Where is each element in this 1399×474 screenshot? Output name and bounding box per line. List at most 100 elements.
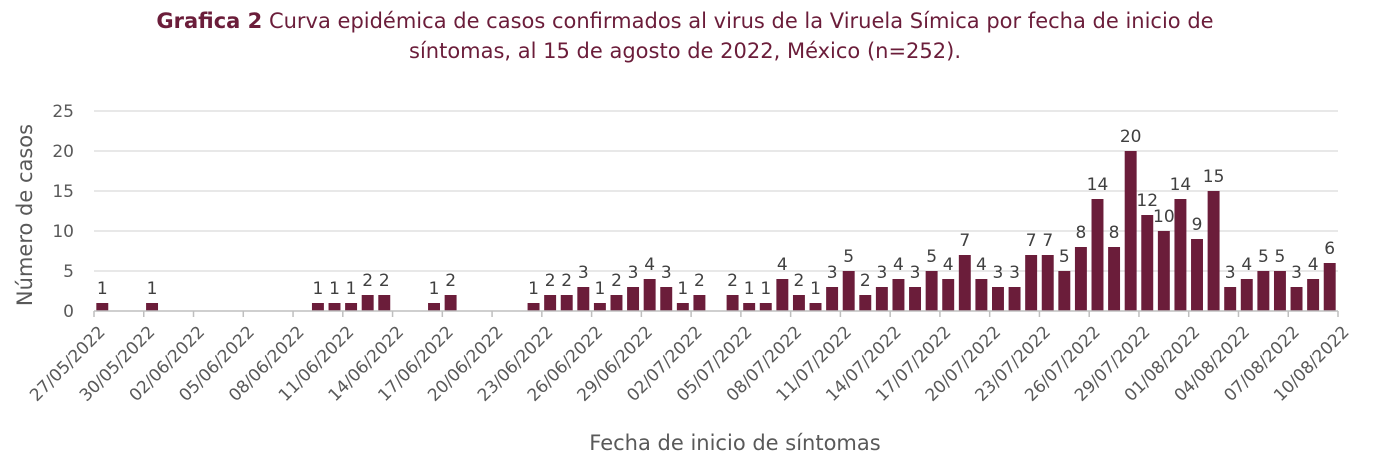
data-label: 12 — [1136, 191, 1158, 211]
data-label: 1 — [594, 279, 605, 299]
data-label: 4 — [943, 255, 954, 275]
y-axis-title: Número de casos — [13, 124, 37, 306]
data-label: 1 — [147, 279, 158, 299]
data-label: 14 — [1170, 175, 1192, 195]
bar — [527, 303, 540, 311]
data-label: 1 — [528, 279, 539, 299]
bar — [1307, 279, 1320, 311]
data-label: 2 — [860, 271, 871, 291]
bar — [925, 271, 938, 311]
data-label: 3 — [876, 263, 887, 283]
bar — [577, 287, 590, 311]
data-label: 2 — [561, 271, 572, 291]
data-label: 2 — [379, 271, 390, 291]
bar — [311, 303, 324, 311]
data-label: 3 — [1009, 263, 1020, 283]
data-label: 5 — [843, 247, 854, 267]
bar — [1323, 263, 1336, 311]
bar — [345, 303, 358, 311]
bar — [743, 303, 756, 311]
bar — [96, 303, 109, 311]
data-label: 5 — [926, 247, 937, 267]
data-label: 5 — [1275, 247, 1286, 267]
bar — [1074, 247, 1087, 311]
data-label: 3 — [628, 263, 639, 283]
data-label: 1 — [429, 279, 440, 299]
bar — [1290, 287, 1303, 311]
bar — [1174, 199, 1187, 311]
bar — [1257, 271, 1270, 311]
bar — [444, 295, 457, 311]
data-label: 4 — [893, 255, 904, 275]
bar — [1058, 271, 1071, 311]
data-label: 5 — [1258, 247, 1269, 267]
data-label: 14 — [1087, 175, 1109, 195]
data-label: 2 — [794, 271, 805, 291]
data-label: 5 — [1059, 247, 1070, 267]
data-label: 4 — [976, 255, 987, 275]
bar — [1124, 151, 1137, 311]
data-label: 1 — [760, 279, 771, 299]
bar — [676, 303, 689, 311]
bar — [1273, 271, 1286, 311]
bar — [361, 295, 374, 311]
chart-title: Grafica 2 Curva epidémica de casos confi… — [40, 6, 1330, 66]
bar — [776, 279, 789, 311]
bar — [1008, 287, 1021, 311]
data-label: 20 — [1120, 127, 1142, 147]
data-label: 2 — [545, 271, 556, 291]
data-label: 7 — [1042, 231, 1053, 251]
y-tick-label: 15 — [52, 182, 74, 202]
bar — [610, 295, 623, 311]
bar — [328, 303, 341, 311]
bar — [1041, 255, 1054, 311]
bar — [1108, 247, 1121, 311]
data-label: 3 — [993, 263, 1004, 283]
data-label: 10 — [1153, 207, 1175, 227]
data-label: 3 — [827, 263, 838, 283]
bar — [593, 303, 606, 311]
title-line-2: síntomas, al 15 de agosto de 2022, Méxic… — [409, 39, 961, 63]
bar — [1224, 287, 1237, 311]
bar — [1141, 215, 1154, 311]
y-tick-label: 10 — [52, 222, 74, 242]
data-label: 1 — [97, 279, 108, 299]
y-axis-ticks: 0 5 10 15 20 25 — [52, 102, 74, 322]
bar — [1191, 239, 1203, 311]
bar — [726, 295, 739, 311]
bar — [826, 287, 839, 311]
bar — [627, 287, 640, 311]
bar — [560, 295, 573, 311]
data-label: 6 — [1324, 239, 1335, 259]
y-tick-label: 20 — [52, 142, 74, 162]
data-label: 1 — [810, 279, 821, 299]
data-label: 1 — [346, 279, 357, 299]
data-label: 3 — [910, 263, 921, 283]
bar — [759, 303, 772, 311]
bar — [792, 295, 805, 311]
data-label: 7 — [959, 231, 970, 251]
bar — [975, 279, 988, 311]
data-label: 3 — [578, 263, 589, 283]
data-label: 1 — [744, 279, 755, 299]
y-tick-label: 0 — [63, 302, 74, 322]
data-label: 3 — [1291, 263, 1302, 283]
bar — [693, 295, 706, 311]
data-label: 1 — [677, 279, 688, 299]
bar — [660, 287, 673, 311]
data-label: 1 — [329, 279, 340, 299]
bar — [428, 303, 440, 311]
bar — [809, 303, 822, 311]
y-tick-label: 25 — [52, 102, 74, 122]
bar — [544, 295, 557, 311]
bar — [892, 279, 905, 311]
bar — [643, 279, 656, 311]
bar — [992, 287, 1004, 311]
bar — [958, 255, 971, 311]
data-label: 4 — [1308, 255, 1319, 275]
data-label: 8 — [1109, 223, 1120, 243]
data-label: 2 — [727, 271, 738, 291]
data-label: 1 — [313, 279, 324, 299]
